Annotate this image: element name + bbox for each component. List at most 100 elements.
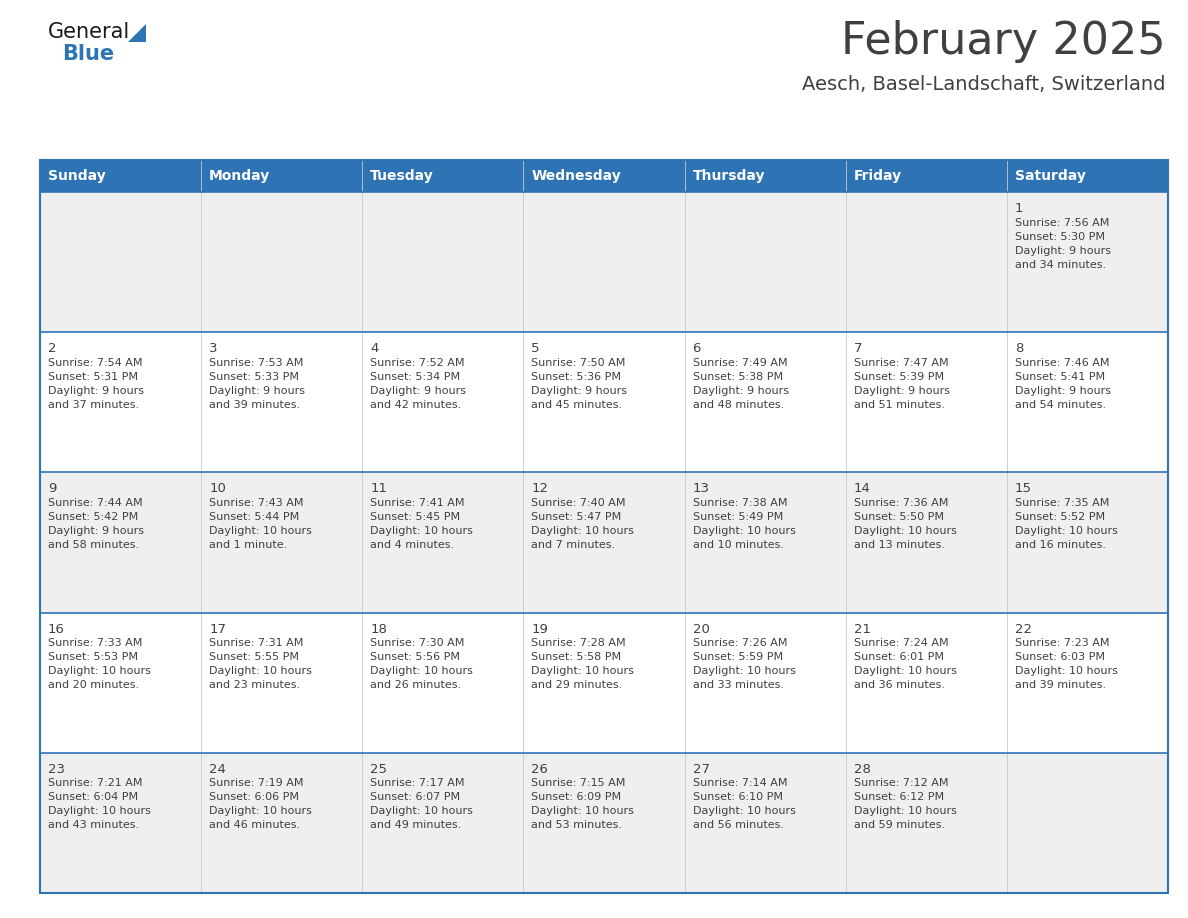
- Text: and 48 minutes.: and 48 minutes.: [693, 399, 784, 409]
- Text: and 34 minutes.: and 34 minutes.: [1015, 260, 1106, 270]
- Text: Daylight: 9 hours: Daylight: 9 hours: [854, 386, 949, 396]
- Text: 16: 16: [48, 622, 65, 635]
- Text: Daylight: 10 hours: Daylight: 10 hours: [854, 526, 956, 536]
- Text: Sunrise: 7:31 AM: Sunrise: 7:31 AM: [209, 638, 303, 648]
- Text: Sunrise: 7:36 AM: Sunrise: 7:36 AM: [854, 498, 948, 508]
- Text: 12: 12: [531, 482, 549, 496]
- Text: 25: 25: [371, 763, 387, 776]
- Text: Sunset: 5:52 PM: Sunset: 5:52 PM: [1015, 512, 1105, 522]
- Text: Sunset: 6:03 PM: Sunset: 6:03 PM: [1015, 652, 1105, 662]
- Bar: [1007, 753, 1168, 893]
- Text: Daylight: 10 hours: Daylight: 10 hours: [693, 666, 796, 676]
- Bar: [201, 473, 362, 612]
- Text: Thursday: Thursday: [693, 169, 765, 183]
- Text: 21: 21: [854, 622, 871, 635]
- Text: and 23 minutes.: and 23 minutes.: [209, 680, 301, 690]
- Text: Sunrise: 7:54 AM: Sunrise: 7:54 AM: [48, 358, 143, 368]
- Text: Sunrise: 7:30 AM: Sunrise: 7:30 AM: [371, 638, 465, 648]
- Text: 7: 7: [854, 342, 862, 355]
- Text: and 53 minutes.: and 53 minutes.: [531, 821, 623, 830]
- Text: Sunrise: 7:35 AM: Sunrise: 7:35 AM: [1015, 498, 1110, 508]
- Text: Sunset: 6:01 PM: Sunset: 6:01 PM: [854, 652, 943, 662]
- Bar: [201, 192, 362, 332]
- Text: Sunset: 5:31 PM: Sunset: 5:31 PM: [48, 372, 138, 382]
- Text: and 43 minutes.: and 43 minutes.: [48, 821, 139, 830]
- Bar: [1007, 192, 1168, 332]
- Text: Daylight: 9 hours: Daylight: 9 hours: [371, 386, 466, 396]
- Text: 14: 14: [854, 482, 871, 496]
- Bar: [846, 473, 1007, 612]
- Bar: [40, 332, 201, 473]
- Text: and 13 minutes.: and 13 minutes.: [854, 540, 944, 550]
- Text: Sunrise: 7:23 AM: Sunrise: 7:23 AM: [1015, 638, 1110, 648]
- Text: and 39 minutes.: and 39 minutes.: [1015, 680, 1106, 690]
- Text: Sunset: 5:47 PM: Sunset: 5:47 PM: [531, 512, 621, 522]
- Text: 17: 17: [209, 622, 226, 635]
- Text: Saturday: Saturday: [1015, 169, 1086, 183]
- Text: Daylight: 10 hours: Daylight: 10 hours: [1015, 666, 1118, 676]
- Text: Daylight: 10 hours: Daylight: 10 hours: [371, 806, 473, 816]
- Text: Sunset: 5:49 PM: Sunset: 5:49 PM: [693, 512, 783, 522]
- Text: Sunset: 5:33 PM: Sunset: 5:33 PM: [209, 372, 299, 382]
- Text: Sunset: 5:39 PM: Sunset: 5:39 PM: [854, 372, 943, 382]
- Bar: [362, 332, 524, 473]
- Text: Sunset: 6:07 PM: Sunset: 6:07 PM: [371, 792, 461, 802]
- Text: Sunset: 5:56 PM: Sunset: 5:56 PM: [371, 652, 460, 662]
- Bar: [524, 332, 684, 473]
- Text: Daylight: 10 hours: Daylight: 10 hours: [209, 666, 312, 676]
- Bar: [524, 753, 684, 893]
- Text: Sunrise: 7:53 AM: Sunrise: 7:53 AM: [209, 358, 303, 368]
- Text: and 4 minutes.: and 4 minutes.: [371, 540, 455, 550]
- Text: and 59 minutes.: and 59 minutes.: [854, 821, 944, 830]
- Text: Sunset: 5:34 PM: Sunset: 5:34 PM: [371, 372, 461, 382]
- Text: 10: 10: [209, 482, 226, 496]
- Text: Sunset: 5:59 PM: Sunset: 5:59 PM: [693, 652, 783, 662]
- Text: Daylight: 10 hours: Daylight: 10 hours: [531, 806, 634, 816]
- Text: Daylight: 10 hours: Daylight: 10 hours: [854, 666, 956, 676]
- Bar: [524, 612, 684, 753]
- Text: and 1 minute.: and 1 minute.: [209, 540, 287, 550]
- Text: Sunrise: 7:15 AM: Sunrise: 7:15 AM: [531, 778, 626, 789]
- Text: Friday: Friday: [854, 169, 902, 183]
- Text: General: General: [48, 22, 131, 42]
- Text: Daylight: 10 hours: Daylight: 10 hours: [371, 526, 473, 536]
- Text: Sunset: 5:44 PM: Sunset: 5:44 PM: [209, 512, 299, 522]
- Text: Sunrise: 7:28 AM: Sunrise: 7:28 AM: [531, 638, 626, 648]
- Text: and 16 minutes.: and 16 minutes.: [1015, 540, 1106, 550]
- Text: Sunrise: 7:19 AM: Sunrise: 7:19 AM: [209, 778, 304, 789]
- Text: Sunrise: 7:46 AM: Sunrise: 7:46 AM: [1015, 358, 1110, 368]
- Text: Daylight: 10 hours: Daylight: 10 hours: [693, 526, 796, 536]
- Text: Daylight: 10 hours: Daylight: 10 hours: [371, 666, 473, 676]
- Bar: [40, 753, 201, 893]
- Text: Sunset: 6:04 PM: Sunset: 6:04 PM: [48, 792, 138, 802]
- Text: Sunrise: 7:12 AM: Sunrise: 7:12 AM: [854, 778, 948, 789]
- Text: Sunrise: 7:43 AM: Sunrise: 7:43 AM: [209, 498, 304, 508]
- Text: 18: 18: [371, 622, 387, 635]
- Bar: [524, 192, 684, 332]
- Text: Sunrise: 7:44 AM: Sunrise: 7:44 AM: [48, 498, 143, 508]
- Text: Daylight: 9 hours: Daylight: 9 hours: [1015, 245, 1111, 255]
- Polygon shape: [128, 24, 146, 42]
- Bar: [1007, 332, 1168, 473]
- Text: 20: 20: [693, 622, 709, 635]
- Bar: [362, 612, 524, 753]
- Bar: [846, 332, 1007, 473]
- Bar: [201, 753, 362, 893]
- Text: Daylight: 10 hours: Daylight: 10 hours: [693, 806, 796, 816]
- Text: Daylight: 9 hours: Daylight: 9 hours: [209, 386, 305, 396]
- Text: Monday: Monday: [209, 169, 271, 183]
- Text: Daylight: 10 hours: Daylight: 10 hours: [209, 806, 312, 816]
- Text: and 46 minutes.: and 46 minutes.: [209, 821, 301, 830]
- Text: 3: 3: [209, 342, 217, 355]
- Text: Sunrise: 7:38 AM: Sunrise: 7:38 AM: [693, 498, 788, 508]
- Text: 28: 28: [854, 763, 871, 776]
- Text: 5: 5: [531, 342, 539, 355]
- Bar: [684, 332, 846, 473]
- Text: and 56 minutes.: and 56 minutes.: [693, 821, 784, 830]
- Text: Sunset: 5:50 PM: Sunset: 5:50 PM: [854, 512, 943, 522]
- Text: and 45 minutes.: and 45 minutes.: [531, 399, 623, 409]
- Bar: [684, 473, 846, 612]
- Text: and 29 minutes.: and 29 minutes.: [531, 680, 623, 690]
- Text: Daylight: 9 hours: Daylight: 9 hours: [531, 386, 627, 396]
- Text: Sunset: 5:30 PM: Sunset: 5:30 PM: [1015, 231, 1105, 241]
